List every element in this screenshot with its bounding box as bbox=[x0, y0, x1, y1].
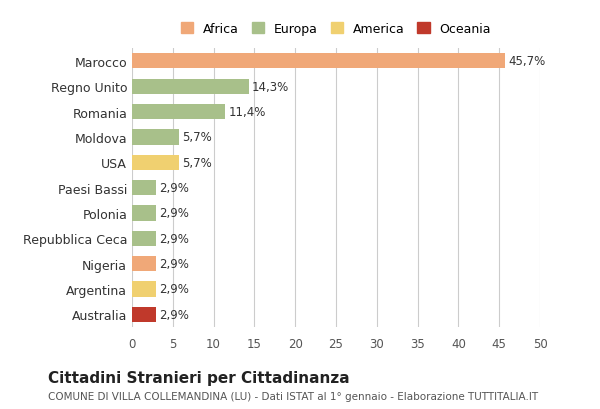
Text: Cittadini Stranieri per Cittadinanza: Cittadini Stranieri per Cittadinanza bbox=[48, 370, 350, 385]
Bar bbox=[132, 256, 155, 272]
Legend: Africa, Europa, America, Oceania: Africa, Europa, America, Oceania bbox=[177, 19, 495, 40]
Bar bbox=[132, 155, 179, 171]
Text: 2,9%: 2,9% bbox=[159, 283, 189, 296]
Bar bbox=[132, 79, 248, 94]
Bar bbox=[132, 180, 155, 196]
Text: 2,9%: 2,9% bbox=[159, 232, 189, 245]
Bar bbox=[132, 130, 179, 145]
Text: 5,7%: 5,7% bbox=[182, 131, 212, 144]
Text: 5,7%: 5,7% bbox=[182, 156, 212, 169]
Bar bbox=[132, 282, 155, 297]
Text: 2,9%: 2,9% bbox=[159, 258, 189, 270]
Bar bbox=[132, 54, 505, 69]
Text: 11,4%: 11,4% bbox=[228, 106, 266, 119]
Text: COMUNE DI VILLA COLLEMANDINA (LU) - Dati ISTAT al 1° gennaio - Elaborazione TUTT: COMUNE DI VILLA COLLEMANDINA (LU) - Dati… bbox=[48, 391, 538, 400]
Text: 2,9%: 2,9% bbox=[159, 308, 189, 321]
Bar bbox=[132, 307, 155, 322]
Text: 2,9%: 2,9% bbox=[159, 207, 189, 220]
Bar bbox=[132, 231, 155, 246]
Text: 45,7%: 45,7% bbox=[508, 55, 545, 68]
Text: 2,9%: 2,9% bbox=[159, 182, 189, 195]
Text: 14,3%: 14,3% bbox=[252, 81, 289, 94]
Bar bbox=[132, 206, 155, 221]
Bar bbox=[132, 105, 225, 120]
